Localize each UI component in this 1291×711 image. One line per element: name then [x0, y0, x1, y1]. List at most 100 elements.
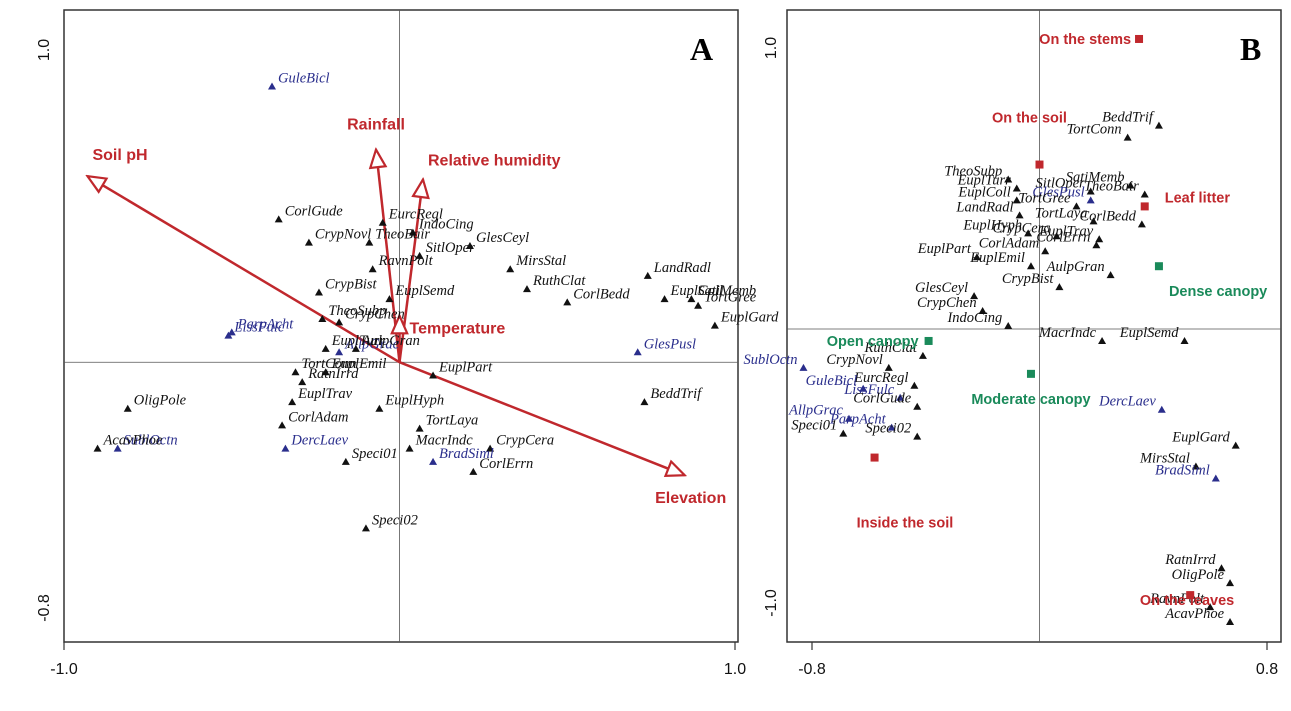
species-marker-a-landradl	[643, 271, 652, 279]
species-label-b-euplgard: EuplGard	[1171, 430, 1230, 446]
species-label-b-tortconn: TortConn	[1067, 122, 1122, 138]
species-marker-a-corlgude	[274, 215, 283, 223]
species-label-b-subloctn: SublOctn	[744, 352, 798, 368]
species-marker-b-speci02	[913, 432, 922, 440]
species-marker-a-crypchen	[335, 318, 344, 326]
species-marker-a-ravnpolt	[368, 265, 377, 273]
species-marker-a-mirsstal	[506, 265, 515, 273]
species-label-a-landradl: LandRadl	[653, 260, 711, 276]
species-label-b-speci02: Speci02	[865, 421, 911, 437]
panel-b-origin-lines	[787, 10, 1281, 642]
species-label-b-glespusl: GlesPusl	[1032, 184, 1084, 200]
species-marker-a-parpacht	[227, 328, 236, 336]
species-label-a-corlgude: CorlGude	[285, 203, 344, 219]
species-marker-b-corladam	[1041, 247, 1050, 255]
species-label-b-derclaev: DercLaev	[1098, 394, 1156, 410]
species-label-a-crypnovl: CrypNovl	[315, 227, 371, 243]
species-label-b-corlbedd: CorlBedd	[1079, 208, 1136, 224]
canopy-label-dense-canopy: Dense canopy	[1169, 284, 1267, 300]
species-marker-b-crypnovl	[884, 363, 893, 371]
substrate-label-on-the-soil: On the soil	[992, 111, 1067, 127]
species-marker-b-glespusl	[1086, 196, 1095, 204]
species-marker-b-eurcregl	[910, 381, 919, 389]
species-marker-b-sitloper	[1086, 187, 1095, 195]
species-marker-a-theosubp	[318, 315, 327, 323]
panel-b-y-tick-bottom: -1.0	[763, 589, 780, 617]
species-label-a-corladam: CorlAdam	[288, 409, 348, 425]
species-label-a-glespusl: GlesPusl	[644, 336, 696, 352]
species-marker-a-theobair	[365, 238, 374, 246]
species-label-b-sitloper: SitlOper	[1036, 175, 1085, 191]
species-marker-b-tortgree	[1072, 202, 1081, 210]
species-marker-a-gulebicl	[268, 82, 277, 90]
species-marker-a-derclaev	[281, 444, 290, 452]
species-label-a-derclaev: DercLaev	[290, 433, 348, 449]
species-marker-a-allpgrac	[335, 348, 344, 356]
species-label-a-allpgrac: AllpGrac	[344, 336, 400, 352]
species-label-a-subloctn: SublOctn	[124, 433, 178, 449]
species-label-b-lissfulc: LissFulc	[843, 382, 895, 398]
species-marker-b-landradl	[1015, 211, 1024, 219]
species-marker-a-tortlaya	[415, 424, 424, 432]
species-label-a-oligpole: OligPole	[134, 393, 187, 409]
species-label-a-tortlaya: TortLaya	[426, 413, 479, 429]
species-label-a-eurcregl: EurcRegl	[388, 207, 443, 223]
species-label-b-macrindc: MacrIndc	[1038, 325, 1097, 341]
species-marker-b-indocing	[1004, 322, 1013, 330]
species-label-b-euplpart: EuplPart	[917, 241, 972, 257]
species-marker-b-theosubp	[1004, 175, 1013, 183]
panel-b-x-tick-left: -0.8	[798, 661, 826, 678]
species-marker-a-crypcera	[486, 444, 495, 452]
species-marker-b-crypchen	[978, 307, 987, 315]
species-label-a-glesceyl: GlesCeyl	[476, 230, 529, 246]
species-marker-b-euplemil	[1026, 262, 1035, 270]
species-label-a-tortgree: TortGree	[704, 290, 757, 306]
species-marker-a-eurcregl	[378, 218, 387, 226]
substrate-marker-on-the-leaves	[1186, 591, 1195, 600]
env-label-relative-humidity: Relative humidity	[428, 153, 561, 170]
species-label-b-euplcoll: EuplColl	[957, 184, 1010, 200]
species-label-b-acavphoe: AcavPhoe	[1164, 606, 1224, 622]
species-label-b-euplhyph: EuplHyph	[962, 217, 1022, 233]
species-label-a-beddtrif: BeddTrif	[650, 386, 703, 402]
species-label-b-corlerrn: CorlErrn	[1036, 229, 1090, 245]
species-marker-b-euplhyph	[1024, 229, 1033, 237]
species-label-a-acavphoe: AcavPhoe	[103, 433, 163, 449]
species-marker-b-crypbist	[1055, 283, 1064, 291]
species-marker-a-subloctn	[113, 444, 122, 452]
species-label-b-beddtrif: BeddTrif	[1102, 110, 1155, 126]
species-label-a-tortconn: TortConn	[301, 356, 356, 372]
species-label-b-tortlaya: TortLaya	[1035, 205, 1088, 221]
species-label-b-satimemb: SatiMemb	[1066, 169, 1125, 185]
species-marker-a-ratnirrd	[298, 378, 307, 386]
species-label-b-ratnirrd: RatnIrrd	[1164, 552, 1216, 568]
species-label-a-theosubp: TheoSubp	[328, 303, 386, 319]
species-label-b-mirsstal: MirsStal	[1139, 451, 1190, 467]
species-label-b-indocing: IndoCing	[946, 310, 1002, 326]
panel-a-letter: A	[690, 31, 713, 67]
species-marker-b-subloctn	[799, 363, 808, 371]
species-marker-b-euplcoll	[1012, 196, 1021, 204]
species-label-b-speci01: Speci01	[791, 418, 837, 434]
species-label-b-parpacht: ParpAcht	[829, 412, 887, 428]
species-label-b-theobair: TheoBair	[1084, 178, 1139, 194]
species-label-a-sitloper: SitlOper	[426, 240, 475, 256]
species-marker-a-corladam	[278, 421, 287, 429]
panel-a-frame	[63, 9, 739, 643]
env-label-temperature: Temperature	[410, 321, 506, 338]
species-label-a-aulpgran: AulpGran	[361, 333, 420, 349]
env-label-elevation: Elevation	[655, 490, 726, 507]
species-label-a-satimemb: SatiMemb	[697, 283, 756, 299]
species-marker-b-beddtrif	[1154, 121, 1163, 129]
species-label-a-euplpart: EuplPart	[438, 360, 493, 376]
species-marker-a-euplcoll	[660, 295, 669, 303]
species-label-a-parpacht: ParpAcht	[237, 316, 295, 332]
species-label-a-theobair: TheoBair	[375, 227, 430, 243]
species-marker-a-tortconn	[291, 368, 300, 376]
env-vector-soil-ph	[87, 176, 401, 364]
species-label-b-crypchen: CrypChen	[917, 295, 977, 311]
species-label-b-gulebicl: GuleBicl	[806, 373, 858, 389]
species-marker-b-corlgude	[913, 402, 922, 410]
species-marker-a-crypnovl	[304, 238, 313, 246]
